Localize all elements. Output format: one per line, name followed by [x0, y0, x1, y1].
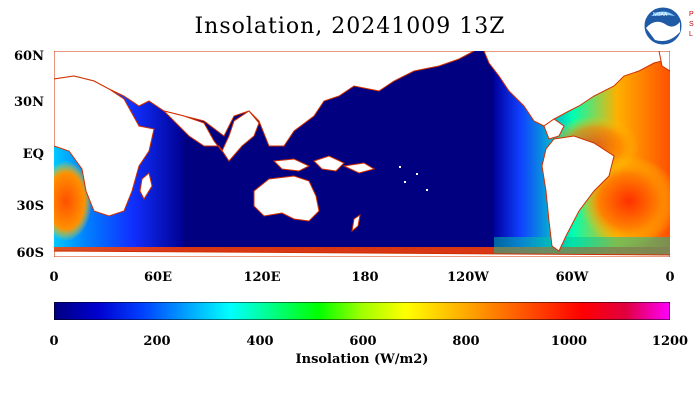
- svg-text:NOAA: NOAA: [653, 12, 668, 18]
- lat-label-30n: 30N: [14, 95, 44, 110]
- lon-label-60w: 60W: [555, 270, 589, 285]
- pacific-islands: [399, 166, 428, 191]
- lat-label-60n: 60N: [14, 49, 44, 64]
- svg-text:P: P: [689, 11, 694, 18]
- lat-label-30s: 30S: [16, 199, 44, 214]
- lon-label-120e: 120E: [243, 270, 281, 285]
- lon-label-60e: 60E: [144, 270, 172, 285]
- colorbar-tick-800: 800: [452, 334, 480, 349]
- lat-label-eq: EQ: [22, 147, 44, 162]
- svg-text:L: L: [689, 31, 693, 38]
- lon-label-120w: 120W: [447, 270, 489, 285]
- colorbar-tick-1200: 1200: [651, 334, 689, 349]
- insolation-map: [54, 51, 670, 257]
- colorbar-tick-0: 0: [49, 334, 59, 349]
- colorbar: [54, 302, 670, 320]
- lon-label-180: 180: [351, 270, 379, 285]
- lon-label-0: 0: [49, 270, 59, 285]
- colorbar-tick-400: 400: [246, 334, 274, 349]
- colorbar-tick-600: 600: [349, 334, 377, 349]
- colorbar-tick-200: 200: [143, 334, 171, 349]
- colorbar-tick-1000: 1000: [550, 334, 588, 349]
- lon-label-0-end: 0: [665, 270, 675, 285]
- lat-label-60s: 60S: [16, 246, 44, 261]
- svg-text:S: S: [689, 21, 694, 28]
- noaa-logo-icon: NOAA P S L: [643, 6, 694, 46]
- map-title: Insolation, 20241009 13Z: [194, 14, 506, 39]
- colorbar-label: Insolation (W/m2): [295, 352, 429, 367]
